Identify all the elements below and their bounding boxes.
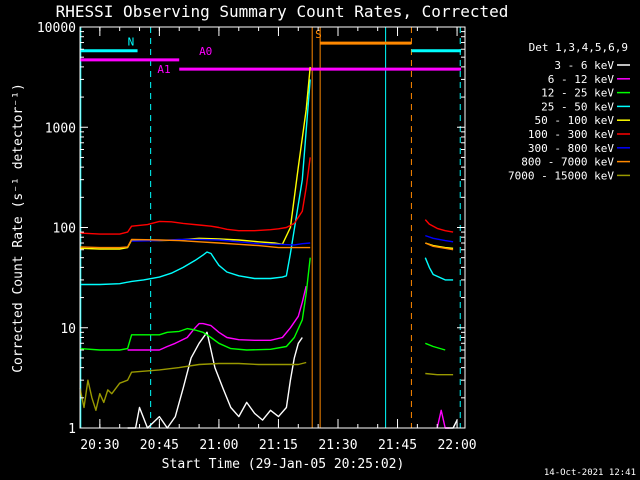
series-line — [80, 79, 311, 286]
y-tick-label: 10 — [60, 322, 76, 337]
x-tick-label: 21:30 — [318, 438, 357, 453]
legend-entry-label: 300 - 800 keV — [528, 142, 614, 155]
x-tick-label: 22:00 — [437, 438, 476, 453]
series-line — [424, 257, 454, 281]
series-line — [79, 66, 311, 250]
series-line — [424, 219, 454, 233]
series-line — [79, 157, 311, 235]
legend-entry-label: 12 - 25 keV — [541, 87, 614, 100]
legend-entry-label: 7000 - 15000 keV — [508, 169, 614, 182]
status-label-s: S — [315, 28, 322, 41]
chart-title: RHESSI Observing Summary Count Rates, Co… — [56, 2, 509, 21]
legend-entry-label: 100 - 300 keV — [528, 128, 614, 141]
y-axis-label: Corrected Count Rate (s⁻¹ detector⁻¹) — [11, 83, 26, 373]
series-line — [425, 342, 446, 351]
status-label-a0: A0 — [199, 45, 212, 58]
y-tick-label: 1000 — [45, 121, 76, 136]
legend-title: Det 1,3,4,5,6,9 — [529, 41, 628, 54]
x-tick-label: 21:45 — [378, 438, 417, 453]
x-axis-label: Start Time (29-Jan-05 20:25:02) — [162, 457, 405, 472]
series-line — [425, 234, 454, 243]
status-label-a1: A1 — [157, 63, 170, 76]
y-tick-label: 10000 — [37, 21, 76, 36]
render-timestamp: 14-Oct-2021 12:41 — [544, 468, 636, 478]
legend-entry-label: 25 - 50 keV — [541, 100, 614, 113]
x-tick-label: 20:45 — [140, 438, 179, 453]
status-label-n: N — [128, 36, 135, 49]
series-line — [425, 242, 454, 251]
axis-ticks: 1 10 100 1000 10000 20:30 20:45 21:00 21:15 21:30… — [37, 21, 477, 453]
legend-entry-label: 3 - 6 keV — [554, 59, 614, 72]
series-line — [79, 257, 311, 351]
legend-entry-label: 6 - 12 keV — [548, 73, 615, 86]
series-line — [425, 372, 454, 376]
series-line — [127, 285, 307, 351]
x-tick-label: 20:30 — [80, 438, 119, 453]
x-tick-label: 21:00 — [199, 438, 238, 453]
series-line — [79, 238, 311, 249]
series-line — [127, 331, 303, 429]
legend-entry-label: 50 - 100 keV — [535, 114, 615, 127]
y-tick-label: 1 — [68, 422, 76, 437]
x-tick-label: 21:15 — [259, 438, 298, 453]
series-line — [79, 361, 307, 411]
y-tick-label: 100 — [53, 222, 76, 237]
legend-entry-label: 800 - 7000 keV — [521, 156, 614, 169]
